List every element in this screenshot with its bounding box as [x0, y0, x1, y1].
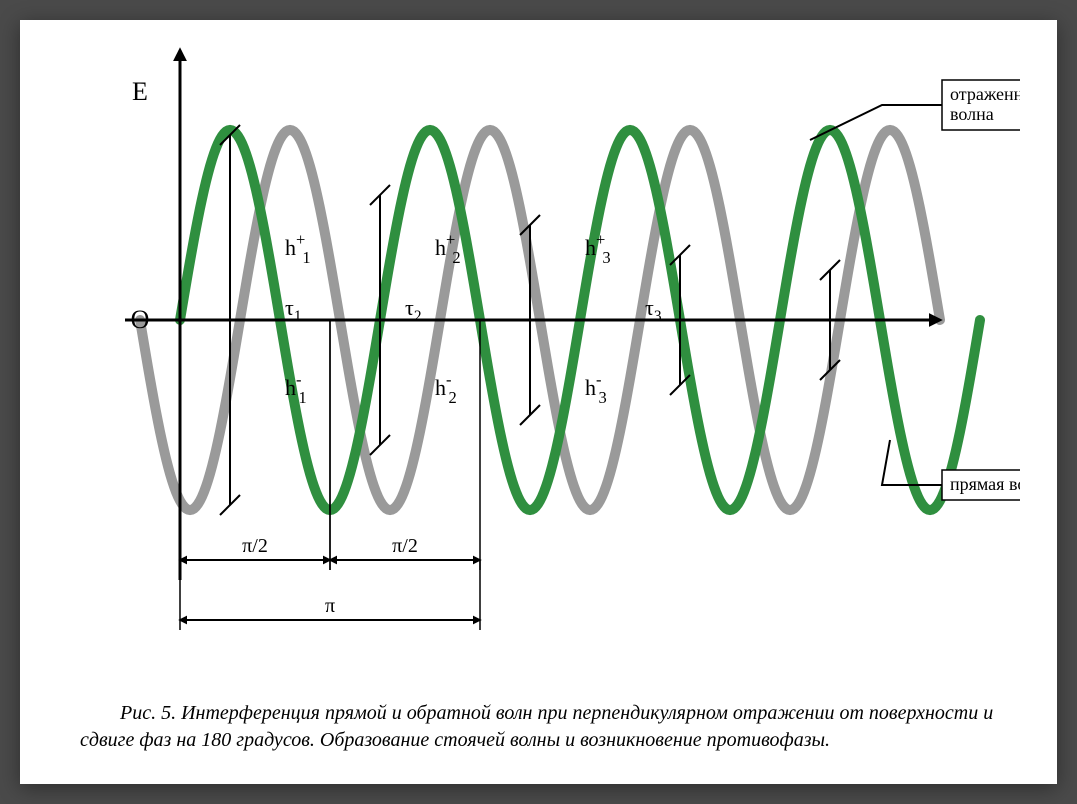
- caption-text: Интерференция прямой и обратной волн при…: [80, 702, 993, 751]
- wave-diagram: ОEh+1h+2h+3h-1h-2h-3τ1τ2τ3π/2π/2πотражен…: [120, 30, 1020, 670]
- dim-label: π/2: [392, 535, 418, 557]
- callout-reflected-text: отраженная: [950, 84, 1020, 104]
- dim-label: π/2: [242, 535, 268, 557]
- figure-caption: Рис. 5. Интерференция прямой и обратной …: [20, 690, 1057, 784]
- callout-reflected-text: волна: [950, 104, 994, 124]
- origin-label: О: [131, 305, 150, 334]
- callout-direct-text: прямая волна: [950, 474, 1020, 494]
- caption-prefix: Рис. 5.: [120, 702, 181, 724]
- h-label: h-2: [435, 370, 457, 407]
- diagram-container: ОEh+1h+2h+3h-1h-2h-3τ1τ2τ3π/2π/2πотражен…: [20, 20, 1057, 690]
- h-label: h+1: [285, 230, 311, 267]
- dim-label: π: [325, 595, 335, 617]
- y-axis-label: E: [132, 77, 148, 106]
- h-label: h-3: [585, 370, 607, 407]
- page: ОEh+1h+2h+3h-1h-2h-3τ1τ2τ3π/2π/2πотражен…: [20, 20, 1057, 784]
